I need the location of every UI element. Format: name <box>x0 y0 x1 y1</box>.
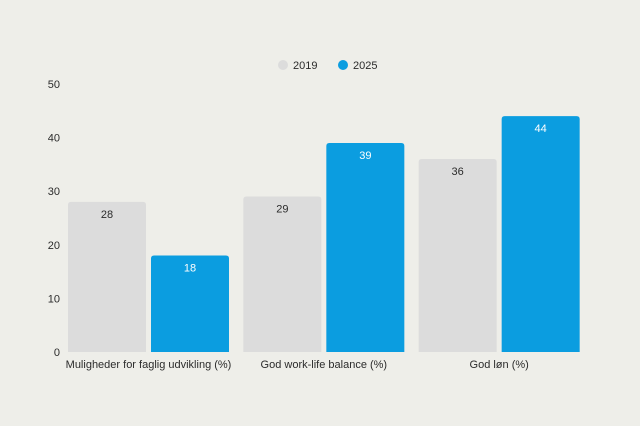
legend-swatch-2019 <box>278 60 288 70</box>
y-tick-label: 20 <box>48 240 60 252</box>
bar-value-label: 18 <box>184 263 196 275</box>
bar-value-label: 28 <box>101 209 113 221</box>
bar-value-label: 39 <box>359 150 371 162</box>
y-tick-label: 0 <box>54 347 60 359</box>
bar-2025 <box>151 255 229 352</box>
x-category-label: Muligheder for faglig udvikling (%) <box>66 359 232 371</box>
legend-label-2025: 2025 <box>353 60 377 72</box>
x-category-label: God løn (%) <box>470 359 529 371</box>
y-tick-label: 50 <box>48 79 60 91</box>
bar-value-label: 29 <box>276 204 288 216</box>
y-axis: 0 10 20 30 40 50 <box>48 79 60 359</box>
legend-label-2019: 2019 <box>293 60 317 72</box>
bar-2019 <box>418 159 497 352</box>
x-axis: Muligheder for faglig udvikling (%) God w… <box>66 359 529 371</box>
bar-2019 <box>68 201 146 352</box>
legend: 2019 2025 <box>278 60 377 72</box>
bars-layer: 28 18 29 39 36 44 <box>68 116 580 352</box>
bar-2025 <box>326 142 405 352</box>
bar-value-label: 36 <box>452 166 464 178</box>
x-category-label: God work-life balance (%) <box>261 359 388 371</box>
bar-2025 <box>501 116 580 352</box>
y-tick-label: 10 <box>48 293 60 305</box>
legend-swatch-2025 <box>338 60 348 70</box>
bar-value-label: 44 <box>535 123 547 135</box>
y-tick-label: 40 <box>48 133 60 145</box>
bar-2019 <box>243 196 322 352</box>
y-tick-label: 30 <box>48 186 60 198</box>
